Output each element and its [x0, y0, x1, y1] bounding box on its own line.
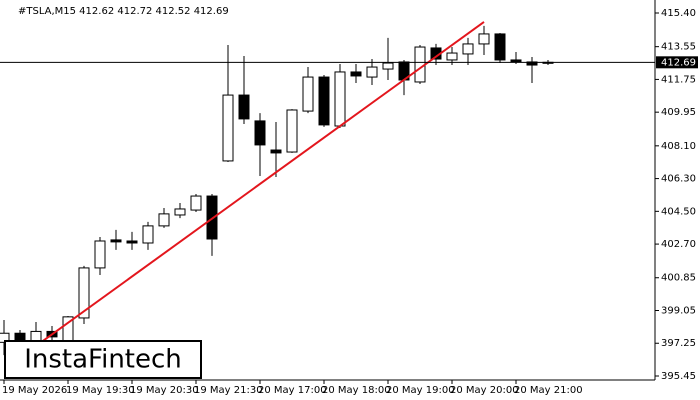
x-tick-label: 20 May 19:00 [386, 385, 455, 396]
y-tick-label: 395.45 [661, 371, 696, 382]
candle-body [270, 149, 282, 154]
y-tick-label: 411.75 [661, 74, 696, 85]
y-tick-label: 400.85 [661, 273, 696, 284]
candle-body [142, 225, 154, 244]
x-tick-label: 19 May 2026 [2, 385, 67, 396]
chart-title: #TSLA,M15 412.62 412.72 412.52 412.69 [18, 6, 229, 17]
candle-body [350, 71, 362, 77]
y-tick-label: 399.05 [661, 305, 696, 316]
x-tick-label: 19 May 19:30 [66, 385, 135, 396]
candle-body [158, 213, 170, 227]
trend-line [35, 21, 485, 347]
y-tick-label: 404.50 [661, 206, 696, 217]
candle-body [494, 33, 506, 61]
y-tick-label: 397.25 [661, 338, 696, 349]
y-tick-label: 402.70 [661, 239, 696, 250]
current-price-label: 412.69 [661, 57, 696, 68]
x-tick-label: 20 May 21:00 [514, 385, 583, 396]
x-tick-label: 20 May 18:00 [322, 385, 391, 396]
y-tick-label: 409.95 [661, 107, 696, 118]
candle-body [126, 240, 138, 244]
candle-body [94, 240, 106, 269]
candle-body [78, 267, 90, 319]
candle-body [478, 33, 490, 45]
candle-body [510, 59, 522, 63]
candle-body [286, 109, 298, 153]
x-tick-label: 19 May 21:30 [194, 385, 263, 396]
candle-body [238, 94, 250, 120]
y-tick-label: 415.40 [661, 8, 696, 19]
candle-body [254, 120, 266, 146]
candle-body [302, 76, 314, 112]
candle-body [174, 208, 186, 216]
candle-body [382, 62, 394, 70]
current-price-box [656, 56, 698, 69]
x-tick-label: 19 May 20:30 [130, 385, 199, 396]
candle-body [318, 76, 330, 126]
candle-body [366, 66, 378, 78]
candle-body [334, 71, 346, 127]
candle-body [110, 239, 122, 243]
candle-body [30, 330, 42, 342]
x-tick-label: 20 May 17:00 [258, 385, 327, 396]
watermark: InstaFintech [4, 340, 202, 379]
y-tick-label: 406.30 [661, 174, 696, 185]
candle-body [14, 332, 26, 342]
watermark-box [4, 340, 202, 379]
plot-area [0, 0, 659, 384]
y-tick-label: 413.55 [661, 42, 696, 53]
watermark-text: InstaFintech [24, 345, 182, 375]
candle-body [446, 52, 458, 61]
candle-body [222, 94, 234, 162]
x-tick-label: 20 May 20:00 [450, 385, 519, 396]
candle-body [190, 195, 202, 211]
candle-body [462, 43, 474, 55]
y-tick-label: 408.10 [661, 141, 696, 152]
